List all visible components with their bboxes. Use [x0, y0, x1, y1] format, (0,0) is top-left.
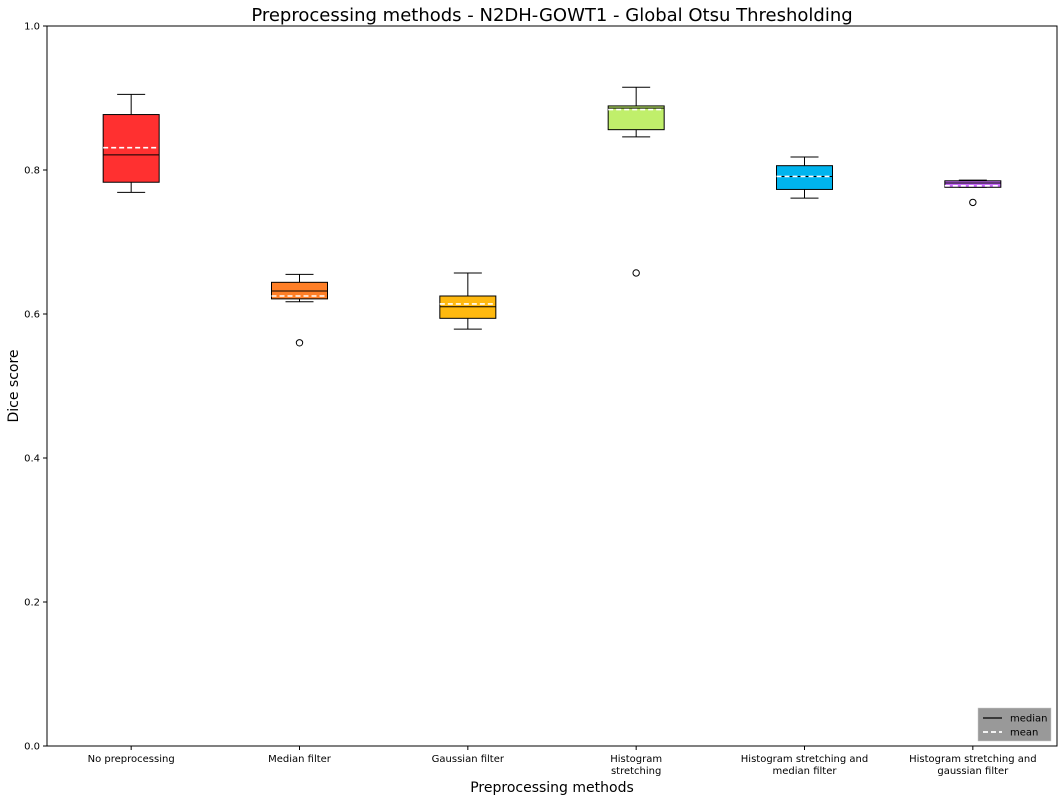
y-tick-label: 0.4 — [24, 454, 40, 465]
box-iqr — [776, 165, 833, 190]
x-tick-label: Histogram stretching and — [741, 754, 868, 765]
box-group: Gaussian filter — [432, 272, 505, 765]
legend-box — [977, 707, 1052, 742]
y-tick-label: 0.0 — [24, 742, 40, 753]
chart-title: Preprocessing methods - N2DH-GOWT1 - Glo… — [251, 5, 852, 26]
y-axis-label: Dice score — [6, 349, 22, 422]
plot-area: 0.0 0.2 0.4 0.6 0.8 1.0 No preprocessing Median… — [24, 22, 1036, 778]
x-tick-label: Histogram — [610, 754, 662, 765]
plot-frame — [46, 25, 1058, 747]
outlier-point — [632, 269, 640, 277]
x-tick-label: stretching — [611, 766, 661, 777]
legend-label: median — [1010, 714, 1048, 725]
y-tick-label: 1.0 — [24, 22, 40, 33]
y-tick-label: 0.8 — [24, 166, 40, 177]
x-tick-label: Histogram stretching and — [909, 754, 1036, 765]
y-tick-label: 0.2 — [24, 598, 40, 609]
legend-label: mean — [1010, 728, 1038, 739]
box-group: No preprocessing — [88, 93, 175, 765]
legend: median mean — [977, 707, 1052, 742]
box-group: Median filter — [268, 273, 332, 765]
x-tick-label: No preprocessing — [88, 754, 175, 765]
box-iqr — [944, 180, 1002, 188]
outlier-point — [969, 198, 977, 207]
x-tick-label: median filter — [773, 766, 838, 777]
x-tick-label: gaussian filter — [937, 766, 1009, 777]
box-iqr — [607, 105, 665, 131]
y-tick-label: 0.6 — [24, 310, 40, 321]
x-tick-label: Median filter — [268, 754, 332, 765]
outlier-point — [295, 339, 304, 347]
x-axis-label: Preprocessing methods — [470, 780, 634, 796]
x-tick-label: Gaussian filter — [432, 754, 505, 765]
